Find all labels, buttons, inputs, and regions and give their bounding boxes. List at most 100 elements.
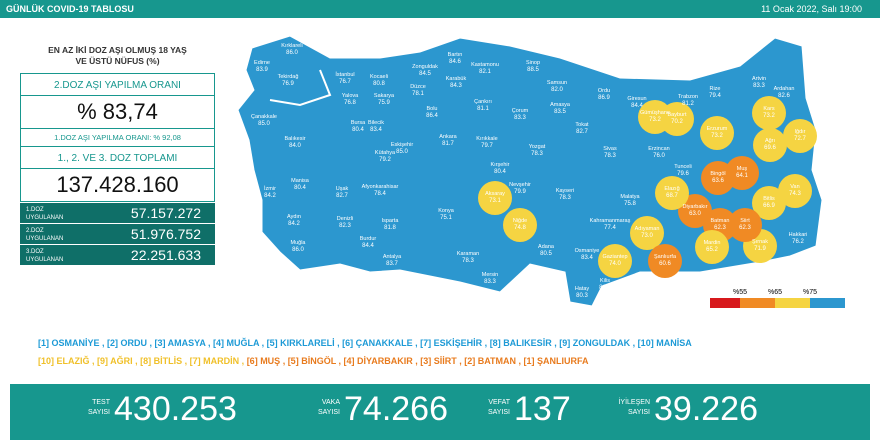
- province-value: 76.9: [282, 81, 294, 87]
- province-name: Kırklareli: [281, 43, 302, 49]
- dose-row: 1.DOZ UYGULANAN 57.157.272: [20, 202, 215, 223]
- province-zone: [655, 176, 689, 210]
- province-value: 71.9: [754, 246, 766, 252]
- province-zone: [598, 244, 632, 278]
- province-zone: [478, 181, 512, 215]
- province-name: Tekirdağ: [278, 74, 299, 80]
- caption: EN AZ İKİ DOZ AŞI OLMUŞ 18 YAŞ VE ÜSTÜ N…: [48, 45, 187, 66]
- date: 11 Ocak 2022, Salı 19:00: [761, 4, 862, 14]
- province-value: 86.4: [426, 113, 438, 119]
- dose-value: 22.251.633: [130, 247, 201, 263]
- province-name: Kilis: [600, 278, 610, 284]
- province-value: 80.8: [373, 81, 385, 87]
- province-value: 84.5: [419, 71, 431, 77]
- province-name: Karabük: [446, 76, 467, 82]
- legend-label: %55: [733, 289, 747, 296]
- province-zone: [503, 208, 537, 242]
- province-name: Trabzon: [678, 94, 698, 100]
- province-value: 60.6: [659, 261, 671, 267]
- stat-label: VAKA SAYISI: [317, 399, 340, 416]
- dose-row: 2.DOZ UYGULANAN 51.976.752: [20, 223, 215, 244]
- vaccine-panel: EN AZ İKİ DOZ AŞI OLMUŞ 18 YAŞ VE ÜSTÜ N…: [20, 45, 215, 265]
- province-value: 79.7: [481, 143, 493, 149]
- province-value: 62.3: [739, 225, 751, 231]
- province-name: Sinop: [526, 60, 540, 66]
- province-value: 81.2: [682, 101, 694, 107]
- province-name: Burdur: [360, 236, 377, 242]
- top-ranking: [1] OSMANİYE , [2] ORDU , [3] AMASYA , […: [38, 338, 692, 348]
- province-name: Bilecik: [368, 120, 384, 126]
- province-name: Rize: [709, 86, 720, 92]
- province-name: Edirne: [254, 60, 270, 66]
- province-name: Balıkesir: [284, 136, 305, 142]
- province-name: Düzce: [410, 84, 426, 90]
- yellow-ranking: [10] ELAZIĞ , [9] AĞRI , [8] BİTLİS , [7…: [38, 356, 245, 366]
- province-name: Gaziantep: [602, 254, 627, 260]
- province-name: Isparta: [382, 218, 400, 224]
- province-name: Osmaniye: [575, 248, 600, 254]
- province-name: Bartın: [448, 52, 463, 58]
- province-value: 79.2: [379, 157, 391, 163]
- province-name: Sakarya: [374, 93, 395, 99]
- province-value: 84.6: [449, 59, 461, 65]
- province-value: 79.6: [677, 171, 689, 177]
- province-value: 80.5: [540, 251, 552, 257]
- province-name: Sivas: [603, 146, 617, 152]
- province-zone: [630, 216, 664, 250]
- province-value: 83.4: [370, 127, 382, 133]
- province-name: Kırıkkale: [476, 136, 497, 142]
- dose-value: 57.157.272: [130, 205, 201, 221]
- province-name: Hakkari: [789, 232, 808, 238]
- province-value: 63.0: [689, 211, 701, 217]
- province-name: Bayburt: [668, 112, 687, 118]
- province-value: 79.4: [709, 93, 721, 99]
- stat-label: VEFAT SAYISI: [487, 399, 510, 416]
- province-name: Batman: [711, 218, 730, 224]
- province-name: Erzincan: [648, 146, 669, 152]
- province-value: 80.3: [576, 293, 588, 299]
- province-value: 82.7: [576, 129, 588, 135]
- province-name: Yalova: [342, 93, 359, 99]
- province-name: Hatay: [575, 286, 590, 292]
- province-value: 78.3: [559, 195, 571, 201]
- province-name: Bingöl: [710, 171, 725, 177]
- province-zone: [752, 186, 786, 220]
- province-name: Çorum: [512, 108, 529, 114]
- province-value: 72.7: [794, 136, 806, 142]
- province-value: 77.4: [604, 225, 616, 231]
- province-name: Ağrı: [765, 138, 775, 144]
- province-value: 82.7: [336, 193, 348, 199]
- province-name: Zonguldak: [412, 64, 438, 70]
- province-name: Malatya: [620, 194, 640, 200]
- dose1-note: 1.DOZ AŞI YAPILMA ORANI: % 92,08: [21, 128, 214, 146]
- stats-bar: TEST SAYISI 430.253 VAKA SAYISI 74.266 VEFAT…: [10, 384, 870, 440]
- province-value: 82.1: [479, 69, 491, 75]
- province-value: 80.4: [352, 127, 364, 133]
- orange-ranking: [6] MUŞ , [5] BİNGÖL , [4] DİYARBAKIR , …: [246, 356, 589, 366]
- province-name: Artvin: [752, 76, 766, 82]
- province-value: 78.3: [462, 258, 474, 264]
- province-zone: [725, 156, 759, 190]
- province-value: 82.0: [551, 87, 563, 93]
- province-zone: [648, 244, 682, 278]
- total-box: 1., 2. VE 3. DOZ TOPLAMI 137.428.160: [20, 147, 215, 202]
- province-name: Kastamonu: [471, 62, 499, 68]
- province-zone: [695, 230, 729, 264]
- province-zone: [778, 174, 812, 208]
- province-value: 79.9: [514, 189, 526, 195]
- province-value: 84.2: [264, 193, 276, 199]
- province-name: Bolu: [426, 106, 437, 112]
- province-name: Amasya: [550, 102, 571, 108]
- province-value: 74.0: [609, 261, 621, 267]
- province-value: 86.9: [598, 95, 610, 101]
- province-name: Kütahya: [375, 150, 396, 156]
- province-value: 81.7: [442, 141, 454, 147]
- province-value: 75.1: [440, 215, 452, 221]
- province-zone: [783, 119, 817, 153]
- province-name: Şırnak: [752, 239, 768, 245]
- province-name: Aydın: [287, 214, 301, 220]
- province-name: Tunceli: [674, 164, 692, 170]
- legend-swatch: [710, 298, 740, 308]
- province-value: 85.0: [258, 121, 270, 127]
